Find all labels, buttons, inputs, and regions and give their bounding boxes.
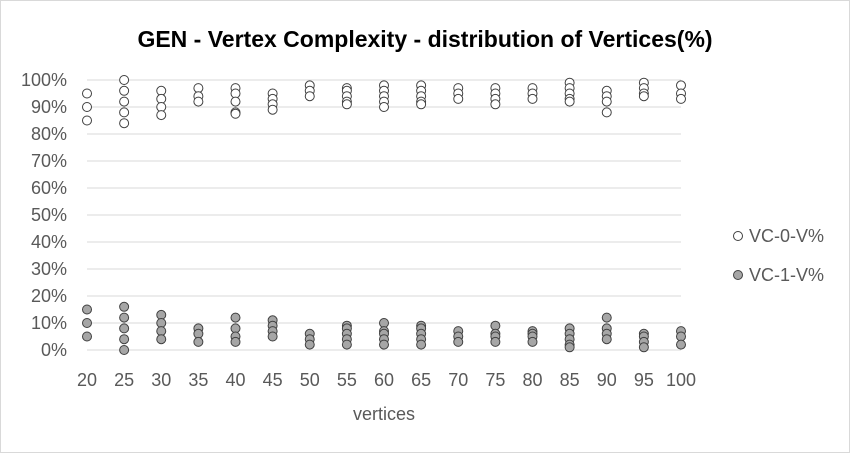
data-point (453, 93, 464, 104)
data-point (82, 331, 92, 342)
data-point (341, 339, 352, 350)
data-point (156, 110, 167, 121)
y-tick-label: 60% (31, 178, 67, 198)
data-point (490, 336, 501, 347)
data-point (676, 93, 686, 104)
data-point (119, 96, 130, 107)
legend-label: VC-0-V% (749, 226, 824, 246)
data-point (156, 334, 167, 345)
legend-item: VC-0-V% (733, 226, 824, 246)
data-point (416, 99, 427, 110)
data-point (601, 107, 612, 118)
chart-title: GEN - Vertex Complexity - distribution o… (137, 26, 712, 52)
data-point (82, 102, 92, 112)
series-1 (82, 75, 686, 129)
y-tick-label: 10% (31, 313, 67, 333)
data-point (119, 312, 130, 323)
x-tick-label: 70 (448, 370, 468, 390)
x-tick-label: 40 (225, 370, 245, 390)
data-point (564, 96, 575, 107)
data-point (379, 102, 389, 112)
data-point (82, 304, 92, 315)
data-point (601, 312, 612, 323)
data-point (119, 345, 130, 355)
x-tick-label: 100 (666, 370, 696, 390)
x-axis-title: vertices (353, 404, 415, 424)
x-tick-label: 45 (263, 370, 283, 390)
series-2 (82, 301, 686, 355)
data-point (119, 323, 130, 334)
data-point (304, 91, 315, 102)
data-point (230, 336, 241, 347)
x-axis-ticks: 20 25 30 35 40 45 50 55 60 65 70 75 80 85 90 95 100 (77, 370, 696, 390)
y-tick-label: 50% (31, 205, 67, 225)
data-point (341, 99, 352, 110)
data-point (638, 342, 649, 353)
x-tick-label: 55 (337, 370, 357, 390)
legend-label: VC-1-V% (749, 265, 824, 285)
legend: VC-0-V% VC-1-V% (733, 226, 824, 285)
x-tick-label: 25 (114, 370, 134, 390)
legend-marker (733, 270, 743, 280)
data-point (676, 339, 686, 350)
y-axis-ticks: 0% 10% 20% 30% 40% 50% 60% 70% 80% 90% 100% (21, 70, 67, 360)
y-tick-label: 90% (31, 97, 67, 117)
data-point (119, 118, 130, 129)
x-tick-label: 35 (188, 370, 208, 390)
data-point (416, 339, 427, 350)
data-point (267, 331, 278, 342)
y-tick-label: 20% (31, 286, 67, 306)
data-point (379, 339, 389, 350)
data-points (82, 75, 686, 355)
x-tick-label: 65 (411, 370, 431, 390)
y-tick-label: 70% (31, 151, 67, 171)
data-point (119, 334, 130, 345)
y-tick-label: 0% (41, 340, 67, 360)
x-tick-label: 60 (374, 370, 394, 390)
data-point (193, 96, 204, 107)
legend-marker (733, 231, 743, 241)
data-point (267, 104, 278, 115)
data-point (490, 99, 501, 110)
data-point (82, 318, 92, 328)
y-tick-label: 80% (31, 124, 67, 144)
data-point (193, 336, 204, 347)
data-point (601, 96, 612, 107)
data-point (119, 107, 130, 118)
data-point (119, 301, 130, 312)
data-point (119, 75, 130, 85)
data-point (527, 336, 538, 347)
x-tick-label: 85 (560, 370, 580, 390)
y-tick-label: 30% (31, 259, 67, 279)
data-point (564, 342, 575, 353)
data-point (601, 334, 612, 345)
x-tick-label: 75 (485, 370, 505, 390)
data-point (82, 115, 92, 126)
data-point (230, 108, 241, 119)
y-tick-label: 100% (21, 70, 67, 90)
data-point (304, 339, 315, 350)
data-point (527, 93, 538, 104)
x-tick-label: 30 (151, 370, 171, 390)
y-tick-label: 40% (31, 232, 67, 252)
data-point (453, 336, 464, 347)
x-tick-label: 80 (522, 370, 542, 390)
x-tick-label: 95 (634, 370, 654, 390)
legend-item: VC-1-V% (733, 265, 824, 285)
x-tick-label: 50 (300, 370, 320, 390)
data-point (119, 85, 130, 96)
x-tick-label: 20 (77, 370, 97, 390)
data-point (638, 91, 649, 102)
data-point (230, 312, 241, 323)
data-point (82, 88, 92, 99)
x-tick-label: 90 (597, 370, 617, 390)
gridlines (87, 79, 681, 351)
data-point (230, 96, 241, 107)
